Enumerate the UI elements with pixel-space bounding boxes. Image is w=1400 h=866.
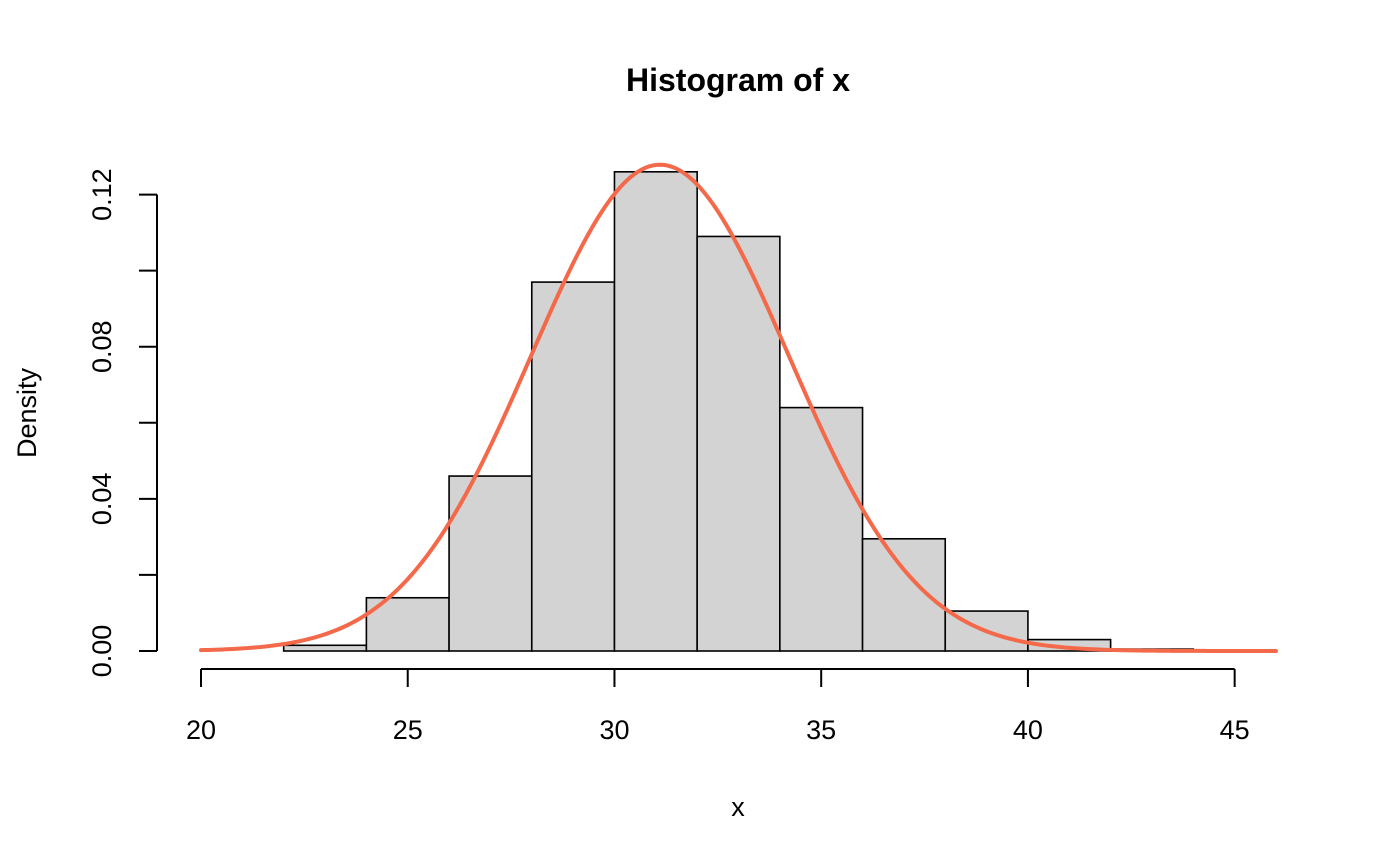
x-tick-label-35: 35: [806, 715, 836, 745]
histogram-bar-1: [282, 644, 368, 652]
histogram-bar-3: [448, 475, 533, 652]
y-tick-label-6: 0.12: [87, 168, 117, 221]
y-tick-label-0: 0.00: [87, 625, 117, 678]
x-axis: 20 25 30 35 40 45: [186, 668, 1250, 745]
y-tick-label-2: 0.04: [87, 473, 117, 526]
y-tick-label-4: 0.08: [87, 320, 117, 373]
x-tick-label-40: 40: [1013, 715, 1043, 745]
x-tick-label-20: 20: [186, 715, 216, 745]
histogram-bar-8: [861, 538, 947, 652]
x-tick-label-45: 45: [1220, 715, 1250, 745]
histogram-bar-6: [696, 235, 781, 652]
density-curve: [199, 162, 1278, 653]
x-tick-label-25: 25: [393, 715, 423, 745]
density-curve-layer: [199, 162, 1278, 653]
histogram-bar-4: [530, 281, 616, 652]
histogram-bar-10: [1027, 638, 1112, 652]
histogram-bar-5: [613, 171, 698, 652]
histogram-bars: [282, 171, 1195, 652]
histogram-bar-7: [779, 406, 864, 652]
chart-title: Histogram of x: [626, 62, 850, 98]
y-axis-label: Density: [12, 367, 42, 458]
y-axis: 0.00 0.04 0.08 0.12: [87, 168, 158, 678]
x-axis-label: x: [731, 792, 745, 822]
x-tick-label-30: 30: [599, 715, 629, 745]
